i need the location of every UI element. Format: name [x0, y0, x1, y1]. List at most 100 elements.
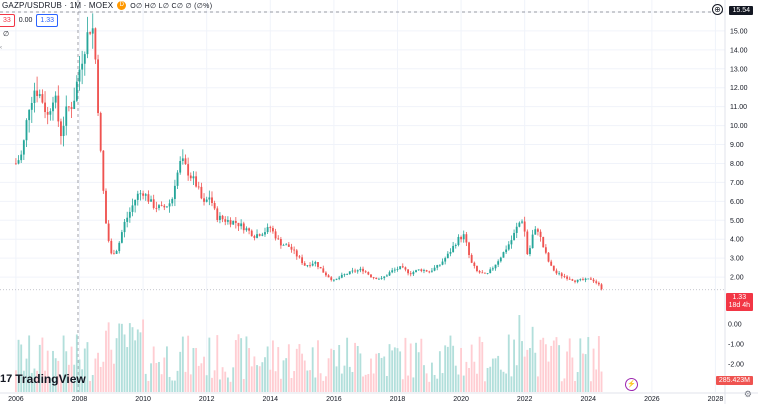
- y-tick-label: 11.00: [730, 104, 747, 111]
- sell-price-box[interactable]: 33: [0, 14, 15, 27]
- volume-bar: [587, 337, 590, 392]
- volume-bar: [388, 344, 391, 392]
- candle-body: [481, 272, 484, 274]
- volume-bar: [73, 364, 76, 392]
- y-tick-label: 6.00: [730, 199, 744, 206]
- lightning-icon[interactable]: ⚡: [625, 378, 638, 391]
- volume-bar: [33, 368, 36, 392]
- add-alert-plus-icon[interactable]: ⊕: [712, 4, 723, 15]
- volume-bar: [526, 349, 529, 392]
- candle-body: [30, 102, 33, 110]
- collapse-legend-icon[interactable]: ‹: [0, 45, 2, 51]
- candle-body: [14, 163, 17, 165]
- volume-bar: [555, 337, 558, 392]
- volume-bar: [348, 366, 351, 392]
- volume-bar: [497, 355, 500, 392]
- candle-body: [388, 272, 391, 276]
- candle-body: [126, 217, 129, 222]
- volume-bar: [436, 378, 439, 392]
- candle-body: [378, 278, 380, 280]
- candle-body: [163, 205, 166, 208]
- candle-body: [253, 236, 256, 238]
- volume-bar: [62, 335, 65, 392]
- volume-bar: [473, 361, 476, 392]
- volume-bar: [589, 381, 592, 392]
- candle-body: [303, 263, 306, 266]
- volume-bar: [38, 344, 41, 392]
- volume-bar: [529, 348, 531, 392]
- candle-body: [380, 278, 383, 279]
- candle-body: [150, 199, 152, 202]
- volume-bar: [221, 367, 224, 392]
- candle-body: [136, 193, 139, 200]
- volume-bar: [205, 375, 208, 392]
- candle-body: [330, 277, 333, 280]
- volume-bar: [478, 336, 481, 392]
- volume-bar: [158, 361, 160, 392]
- candle-body: [232, 220, 235, 225]
- tradingview-brand[interactable]: 17 TradingView: [0, 372, 86, 386]
- candle-body: [375, 277, 378, 280]
- volume-bar: [515, 365, 518, 392]
- volume-bar: [319, 373, 322, 392]
- settings-gear-icon[interactable]: ⚙: [743, 389, 752, 399]
- volume-bar: [173, 380, 176, 392]
- volume-bar: [168, 376, 171, 392]
- volume-bar: [70, 346, 73, 392]
- volume-bar: [54, 358, 57, 392]
- volume-bar: [407, 375, 410, 392]
- candle-body: [507, 244, 510, 250]
- candle-body: [393, 269, 396, 271]
- volume-bar: [468, 367, 470, 392]
- candle-body: [579, 279, 582, 281]
- volume-bar: [269, 369, 272, 392]
- x-tick-label: 2014: [262, 396, 278, 403]
- volume-bar: [499, 369, 502, 392]
- volume-bar: [338, 344, 341, 392]
- volume-bar: [483, 381, 486, 392]
- tradingview-wordmark: TradingView: [15, 372, 86, 386]
- x-tick-label: 2006: [8, 396, 24, 403]
- volume-bar: [131, 327, 134, 392]
- volume-bar: [253, 356, 256, 392]
- volume-bar: [595, 369, 598, 392]
- candle-body: [99, 113, 102, 151]
- volume-bar: [52, 350, 54, 392]
- candle-body: [78, 69, 81, 82]
- candle-body: [513, 232, 515, 241]
- candle-body: [597, 282, 600, 285]
- candle-body: [491, 268, 494, 270]
- candle-body: [36, 90, 39, 97]
- y-tick-label: 9.00: [730, 142, 744, 149]
- volume-bar: [41, 337, 44, 392]
- volume-bar: [330, 348, 333, 392]
- candle-body: [189, 175, 192, 179]
- candle-body: [560, 273, 563, 277]
- volume-bar: [465, 361, 468, 392]
- candle-body: [547, 252, 550, 262]
- volume-bar: [582, 353, 584, 392]
- volume-bar: [568, 338, 571, 392]
- volume-bar: [287, 344, 290, 392]
- symbol-label[interactable]: GAZP/USDRUB · 1M · MOEX: [2, 1, 114, 10]
- volume-bar: [293, 371, 296, 392]
- candle-body: [298, 256, 301, 258]
- candle-body: [33, 90, 36, 103]
- candle-body: [428, 271, 431, 273]
- volume-bar: [370, 358, 372, 392]
- buy-price-box[interactable]: 1.33: [36, 14, 59, 27]
- volume-bar: [44, 370, 46, 392]
- candle-body: [335, 278, 338, 280]
- candle-body: [346, 274, 349, 275]
- candle-body: [256, 234, 258, 238]
- candle-body: [372, 277, 375, 278]
- volume-bar: [375, 353, 378, 392]
- volume-bar: [550, 345, 553, 392]
- volume-bar: [166, 346, 168, 392]
- candle-body: [399, 266, 402, 270]
- volume-bar: [322, 380, 325, 392]
- volume-bar: [155, 363, 158, 392]
- candle-body: [70, 107, 73, 109]
